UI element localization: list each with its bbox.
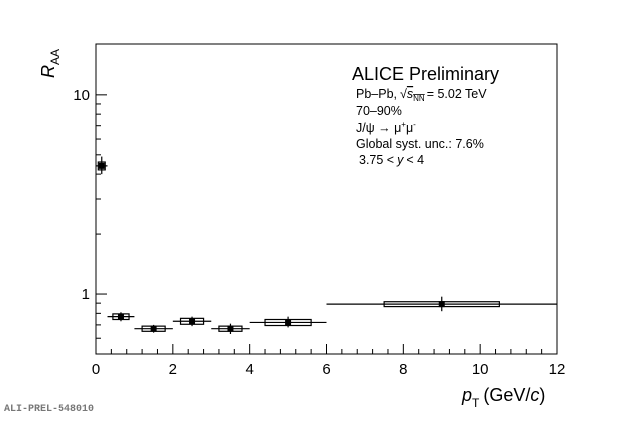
plot-frame xyxy=(95,43,558,355)
legend-rapidity: 3.75 < y < 4 xyxy=(359,153,424,167)
data-point xyxy=(96,156,108,175)
x-tick-label: 12 xyxy=(549,361,566,378)
legend-global-unc: Global syst. unc.: 7.6% xyxy=(356,137,484,151)
point-marker xyxy=(438,301,445,308)
data-point xyxy=(249,316,327,328)
data-point xyxy=(134,324,173,333)
legend: ALICE Preliminary Pb–Pb, √sNN = 5.02 TeV 7… xyxy=(352,64,499,167)
legend-centrality: 70–90% xyxy=(356,104,402,118)
y-tick-label: 1 xyxy=(82,286,90,303)
y-tick-label: 10 xyxy=(73,87,90,104)
x-tick-label: 4 xyxy=(245,361,253,378)
point-marker xyxy=(150,325,157,332)
legend-title: ALICE Preliminary xyxy=(352,64,499,84)
data-points xyxy=(96,156,557,335)
data-point xyxy=(107,312,135,322)
point-marker xyxy=(285,319,292,326)
legend-system: Pb–Pb, √sNN = 5.02 TeV xyxy=(356,87,487,103)
y-axis-title: RAA xyxy=(38,49,62,78)
data-point xyxy=(211,323,250,335)
point-marker xyxy=(98,162,105,169)
x-tick-label: 2 xyxy=(169,361,177,378)
x-tick-label: 8 xyxy=(399,361,407,378)
y-axis-ticks: 1 10 xyxy=(73,87,107,355)
x-axis-ticks: 0 2 4 6 8 10 12 xyxy=(92,344,566,378)
point-marker xyxy=(189,318,196,325)
x-tick-label: 6 xyxy=(322,361,330,378)
data-point xyxy=(172,316,212,327)
point-marker xyxy=(117,313,124,320)
x-axis-title: pT (GeV/c) xyxy=(461,385,545,410)
x-tick-label: 0 xyxy=(92,361,100,378)
point-marker xyxy=(227,325,234,332)
data-point xyxy=(326,296,557,312)
legend-decay: J/ψ → μ+μ- xyxy=(356,120,416,135)
x-tick-label: 10 xyxy=(472,361,489,378)
figure-id-label: ALI-PREL-548010 xyxy=(4,404,95,415)
